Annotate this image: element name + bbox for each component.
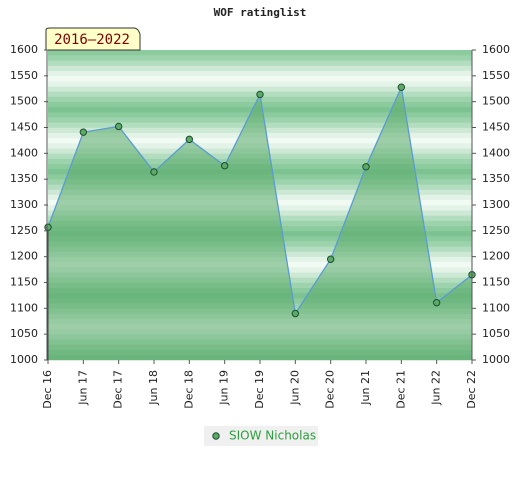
area (48, 87, 472, 360)
x-tick-label: Jun 21 (359, 370, 372, 406)
x-tick-label: Dec 18 (182, 370, 195, 409)
point (79, 128, 88, 136)
point (326, 255, 335, 263)
y-tick-label: 1400 (10, 146, 38, 159)
point (114, 122, 123, 131)
y2-tick-label: 1000 (482, 353, 510, 366)
point (220, 162, 229, 170)
point (362, 163, 370, 171)
point (150, 168, 158, 176)
background-stripe (48, 55, 472, 61)
y-tick-label: 1200 (10, 250, 38, 263)
x-tick-label: Jun 17 (76, 370, 89, 406)
y-tick-label: 1050 (10, 327, 38, 340)
y2-tick-label: 1200 (482, 250, 510, 263)
y-tick-label: 1150 (10, 276, 38, 289)
point (291, 309, 300, 318)
background-stripe (48, 50, 472, 56)
x-tick-label: Dec 17 (112, 370, 125, 409)
y2-tick-label: 1100 (482, 301, 510, 314)
point (256, 90, 264, 99)
point (185, 135, 194, 144)
marks (44, 83, 476, 360)
background-stripe (48, 86, 472, 92)
y-tick-label: 1350 (10, 172, 38, 185)
y2-tick-label: 1150 (482, 276, 510, 289)
x-tick-label: Dec 21 (394, 370, 407, 409)
y2-tick-label: 1250 (482, 224, 510, 237)
y-tick-label: 1450 (10, 121, 38, 134)
chart-title: WOF ratinglist (214, 6, 307, 19)
y2-tick-label: 1350 (482, 172, 510, 185)
y2-tick-label: 1500 (482, 95, 510, 108)
y2-tick-label: 1550 (482, 69, 510, 82)
x-tick-label: Jun 19 (218, 370, 231, 406)
y2-tick-label: 1300 (482, 198, 510, 211)
annotation-box (45, 27, 141, 51)
y-tick-label: 1300 (10, 198, 38, 211)
background-stripe (48, 65, 472, 71)
x-tick-label: Jun 20 (288, 370, 301, 406)
y-tick-label: 1550 (10, 69, 38, 82)
y-tick-label: 1100 (10, 301, 38, 314)
background-stripe (48, 75, 472, 82)
x-tick-label: Dec 22 (465, 370, 478, 409)
point (432, 298, 441, 307)
background-stripe (48, 81, 472, 87)
point (397, 83, 406, 91)
y2-tick-label: 1450 (482, 121, 510, 134)
legend-label: SIOW Nicholas (229, 429, 316, 443)
y-tick-label: 1600 (10, 43, 38, 56)
y-tick-label: 1250 (10, 224, 38, 237)
background-stripe (48, 70, 472, 77)
y2-tick-label: 1600 (482, 43, 510, 56)
legend-box (204, 426, 318, 446)
x-tick-label: Dec 20 (324, 370, 337, 409)
y-tick-label: 1500 (10, 95, 38, 108)
legend-marker (212, 432, 220, 440)
x-tick-label: Dec 16 (41, 370, 54, 409)
x-tick-label: Jun 18 (147, 370, 160, 406)
y2-tick-label: 1400 (482, 146, 510, 159)
y2-tick-label: 1050 (482, 327, 510, 340)
annotation: 2016–2022 (54, 32, 130, 48)
point (44, 223, 52, 231)
y-tick-label: 1000 (10, 353, 38, 366)
background-stripe (48, 60, 472, 66)
x-tick-label: Dec 19 (253, 370, 266, 409)
x-tick-label: Jun 22 (430, 370, 443, 406)
